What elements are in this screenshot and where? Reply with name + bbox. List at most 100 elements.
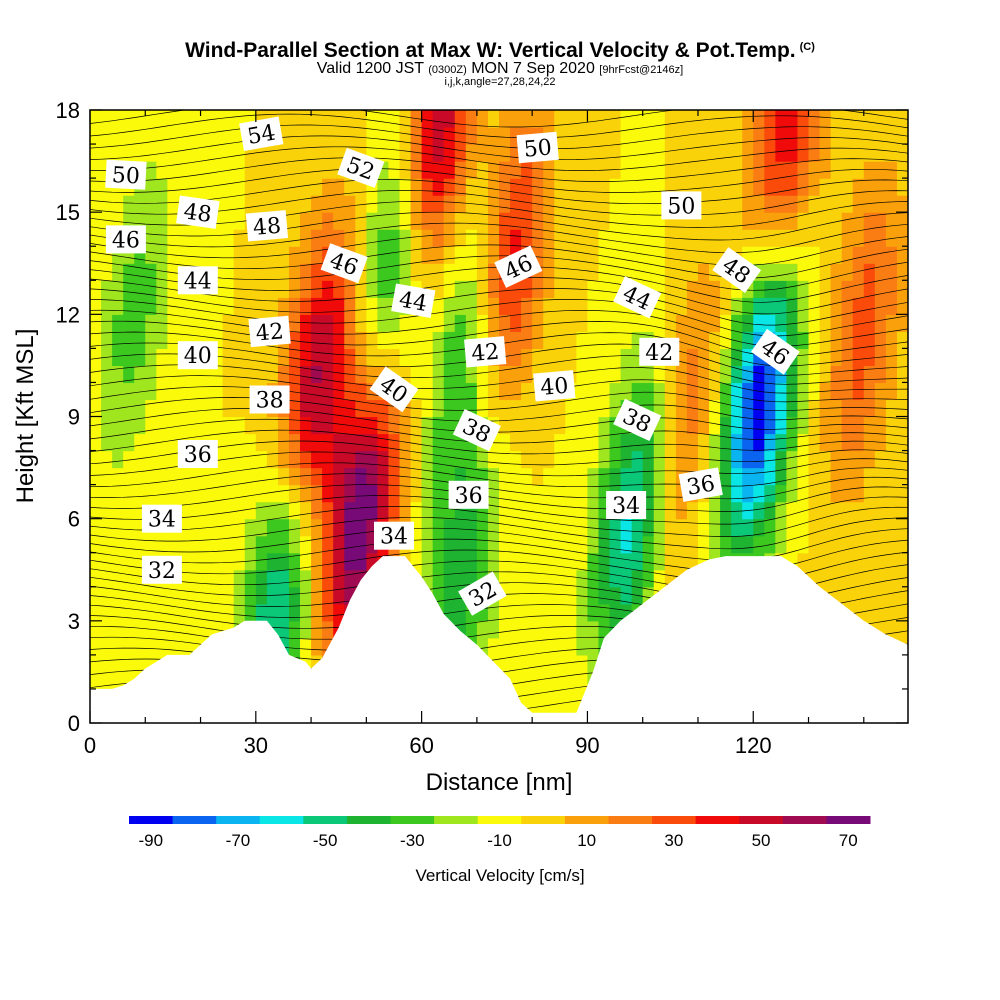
velocity-cell — [885, 467, 898, 486]
velocity-cell — [288, 246, 301, 264]
isentrope-label-text: 34 — [380, 525, 408, 550]
velocity-cell — [443, 586, 456, 605]
velocity-cell — [565, 671, 577, 690]
velocity-cell — [410, 484, 423, 503]
velocity-cell — [266, 433, 279, 452]
chart-title: Wind-Parallel Section at Max W: Vertical… — [0, 36, 1000, 62]
velocity-cell — [167, 280, 180, 298]
velocity-cell — [565, 195, 577, 213]
velocity-cell — [587, 467, 600, 486]
velocity-cell — [101, 263, 113, 281]
velocity-cell — [432, 535, 445, 554]
velocity-cell — [565, 569, 577, 588]
velocity-cell — [797, 195, 810, 213]
velocity-cell — [344, 450, 356, 469]
velocity-cell — [642, 127, 655, 145]
velocity-cell — [167, 144, 180, 162]
velocity-cell — [311, 620, 323, 639]
velocity-cell — [112, 246, 124, 264]
velocity-cell — [675, 144, 688, 162]
velocity-cell — [587, 654, 600, 673]
velocity-cell — [189, 501, 202, 520]
velocity-cell — [863, 348, 876, 367]
isentrope-label-text: 32 — [148, 559, 176, 584]
velocity-cell — [255, 484, 268, 503]
velocity-cell — [852, 586, 865, 605]
velocity-cell — [863, 246, 876, 264]
velocity-cell — [764, 263, 776, 281]
velocity-cell — [388, 246, 401, 264]
velocity-cell — [830, 501, 843, 520]
velocity-cell — [454, 382, 467, 401]
isentrope-line — [90, 462, 908, 488]
velocity-cell — [112, 416, 124, 435]
velocity-cell — [753, 365, 765, 384]
isentrope-label-box — [678, 467, 723, 502]
velocity-cell — [355, 127, 367, 145]
isentrope-line — [90, 408, 908, 433]
isentrope-label-text: 50 — [667, 194, 695, 219]
velocity-cell — [499, 331, 511, 349]
velocity-cell — [322, 348, 334, 367]
velocity-cell — [112, 603, 124, 622]
velocity-cell — [156, 280, 168, 298]
isentrope-line — [90, 233, 908, 266]
velocity-cell — [454, 263, 467, 281]
velocity-cell — [487, 399, 500, 418]
velocity-cell — [532, 484, 544, 503]
velocity-cell — [300, 110, 312, 128]
velocity-cell — [465, 110, 478, 128]
velocity-cell — [609, 110, 622, 128]
colorbar-swatch — [652, 816, 697, 824]
velocity-cell — [598, 382, 611, 401]
velocity-cell — [731, 348, 743, 367]
velocity-cell — [576, 671, 589, 690]
velocity-cell — [510, 195, 522, 213]
velocity-cell — [421, 331, 434, 349]
velocity-cell — [521, 297, 533, 315]
velocity-cell — [830, 535, 843, 554]
velocity-cell — [333, 382, 345, 401]
velocity-cell — [443, 433, 456, 452]
velocity-cell — [432, 433, 445, 452]
velocity-cell — [841, 399, 854, 418]
velocity-cell — [200, 416, 213, 435]
velocity-cell — [322, 569, 334, 588]
velocity-cell — [874, 246, 887, 264]
velocity-cell — [830, 467, 843, 486]
velocity-cell — [244, 467, 257, 486]
velocity-cell — [576, 178, 589, 196]
velocity-cell — [421, 127, 434, 145]
velocity-cell — [134, 280, 146, 298]
velocity-cell — [532, 671, 544, 690]
isentrope-label-box — [661, 191, 702, 220]
velocity-cell — [521, 654, 533, 673]
velocity-cell — [620, 603, 633, 622]
velocity-cell — [565, 331, 577, 349]
velocity-cell — [454, 280, 467, 298]
velocity-cell — [620, 535, 633, 554]
velocity-cell — [178, 382, 191, 401]
velocity-cell — [775, 535, 788, 554]
velocity-cell — [222, 365, 235, 384]
velocity-cell — [211, 399, 224, 418]
velocity-cell — [156, 382, 168, 401]
velocity-cell — [333, 144, 345, 162]
colorbar-swatch — [259, 816, 304, 824]
velocity-cell — [565, 416, 577, 435]
velocity-cell — [476, 399, 489, 418]
velocity-cell — [576, 603, 589, 622]
velocity-cell — [200, 314, 213, 332]
velocity-cell — [266, 280, 279, 298]
isentrope-line — [90, 222, 908, 254]
velocity-cell — [134, 586, 146, 605]
velocity-cell — [487, 280, 500, 298]
velocity-cell — [266, 535, 279, 554]
velocity-cell — [300, 569, 312, 588]
velocity-cell — [720, 110, 732, 128]
velocity-cell — [476, 518, 489, 537]
velocity-cell — [885, 484, 898, 503]
velocity-cell — [499, 110, 511, 128]
velocity-cell — [808, 297, 821, 315]
velocity-cell — [697, 552, 710, 571]
